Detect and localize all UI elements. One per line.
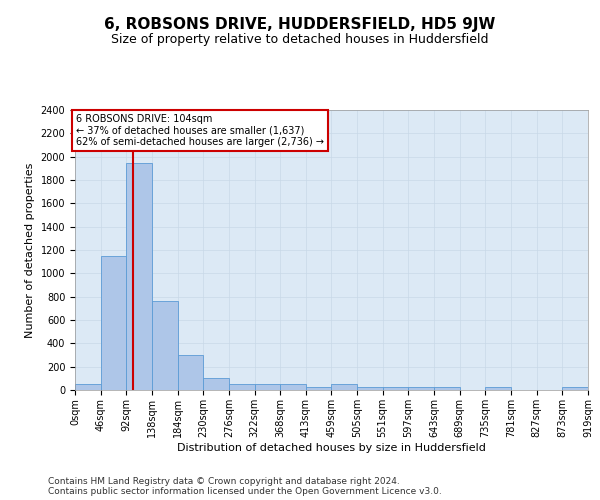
Bar (101, 256, 127, 390)
Bar (203, 378, 229, 390)
Bar (152, 302, 178, 390)
Bar (408, 387, 434, 390)
Bar (229, 384, 255, 390)
Text: 6, ROBSONS DRIVE, HUDDERSFIELD, HD5 9JW: 6, ROBSONS DRIVE, HUDDERSFIELD, HD5 9JW (104, 18, 496, 32)
Bar (485, 387, 511, 390)
Bar (127, 162, 152, 390)
Bar (562, 387, 588, 390)
Bar (178, 355, 203, 390)
Text: 6 ROBSONS DRIVE: 104sqm
← 37% of detached houses are smaller (1,637)
62% of semi: 6 ROBSONS DRIVE: 104sqm ← 37% of detache… (76, 114, 324, 146)
Bar (357, 386, 383, 390)
Bar (255, 384, 280, 390)
Text: Contains HM Land Registry data © Crown copyright and database right 2024.: Contains HM Land Registry data © Crown c… (48, 476, 400, 486)
Bar (383, 387, 408, 390)
Bar (280, 384, 306, 390)
X-axis label: Distribution of detached houses by size in Huddersfield: Distribution of detached houses by size … (177, 442, 486, 452)
Y-axis label: Number of detached properties: Number of detached properties (25, 162, 35, 338)
Bar (331, 384, 357, 390)
Bar (305, 386, 331, 390)
Bar (434, 387, 460, 390)
Bar (75, 384, 101, 390)
Text: Contains public sector information licensed under the Open Government Licence v3: Contains public sector information licen… (48, 486, 442, 496)
Text: Size of property relative to detached houses in Huddersfield: Size of property relative to detached ho… (111, 32, 489, 46)
